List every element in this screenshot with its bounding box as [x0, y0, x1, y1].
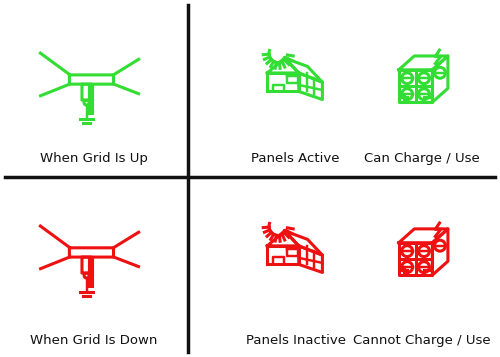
Text: Panels Active: Panels Active: [252, 152, 340, 165]
Text: Can Charge / Use: Can Charge / Use: [364, 152, 480, 165]
Text: Panels Inactive: Panels Inactive: [246, 334, 346, 347]
Text: When Grid Is Up: When Grid Is Up: [40, 152, 148, 165]
Text: Cannot Charge / Use: Cannot Charge / Use: [353, 334, 490, 347]
Text: When Grid Is Down: When Grid Is Down: [30, 334, 158, 347]
